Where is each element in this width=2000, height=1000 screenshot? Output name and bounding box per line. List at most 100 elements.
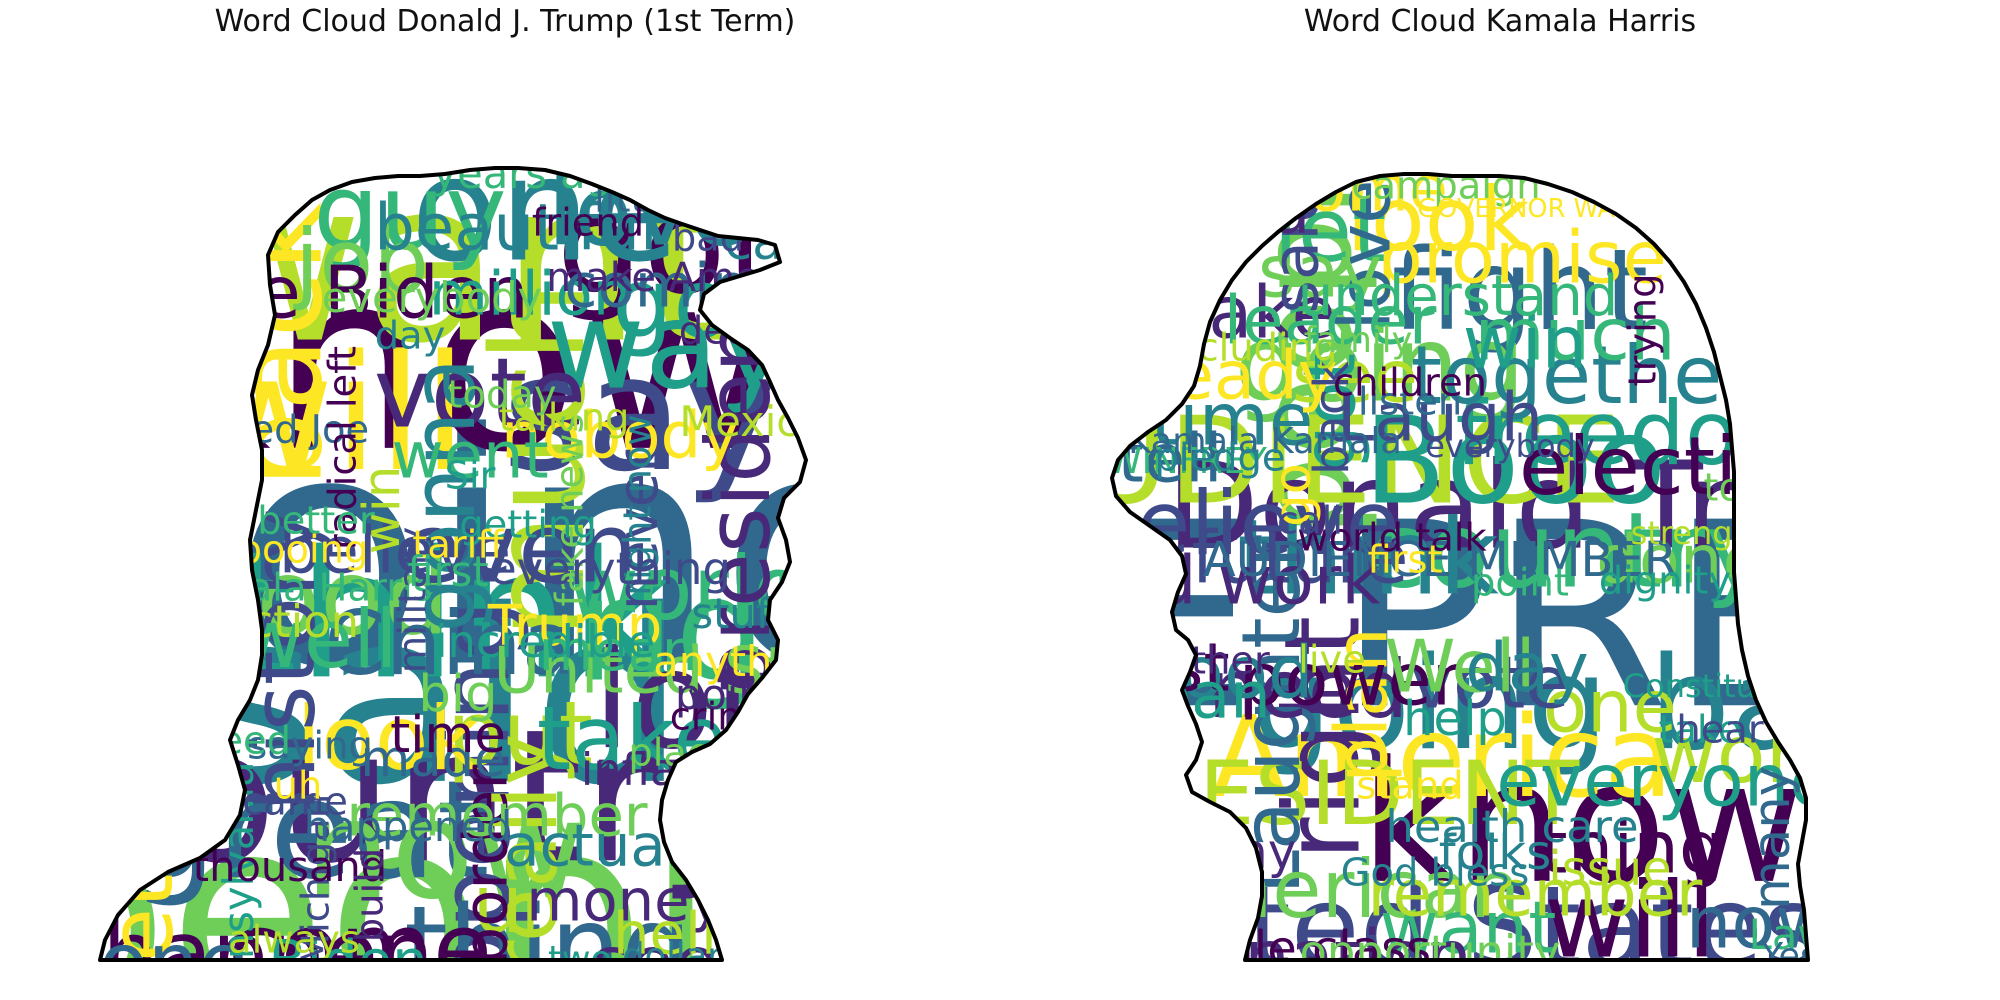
word: VICE PRESIDENT <box>1000 468 2000 766</box>
word: love <box>1323 180 1407 331</box>
panel-harris: Word Cloud Kamala Harris VICE PRESIDENTk… <box>1000 0 2000 1000</box>
word: folks <box>1439 825 1551 881</box>
word: issue <box>1548 841 1671 897</box>
word: beautiful <box>374 192 658 266</box>
word: win <box>1463 301 1588 385</box>
word: nation <box>1244 915 1472 999</box>
word: think <box>229 513 672 718</box>
word: say <box>1258 230 1382 314</box>
word: said <box>194 558 685 838</box>
word: think <box>1237 496 1499 618</box>
word: Well <box>1384 625 1535 709</box>
word: leader <box>1224 282 1437 360</box>
word: Booo <box>1364 393 1667 532</box>
word: dollar <box>622 936 722 977</box>
word: understand <box>1298 264 1619 329</box>
chart-title: Word Cloud Donald J. Trump (1st Term) <box>214 4 796 39</box>
word: Sir <box>445 454 496 499</box>
word: Laugh <box>1337 379 1543 457</box>
word: border <box>452 765 522 966</box>
word: million <box>429 260 632 330</box>
word: make America <box>546 255 834 301</box>
word: fight <box>1392 226 1649 356</box>
silhouette-outline <box>1110 172 1810 962</box>
word: see <box>592 921 718 1000</box>
word: getting <box>459 503 596 548</box>
word: GOVERNOR WALZ <box>1417 194 1646 224</box>
word: stand <box>1356 764 1463 809</box>
word: everything <box>489 542 731 595</box>
word: came <box>242 780 348 825</box>
word: day <box>1465 629 1589 707</box>
word: call <box>1277 499 1343 544</box>
word: right <box>1261 616 1383 860</box>
word: everybody <box>322 273 542 322</box>
wordcloud-harris: VICE PRESIDENTknowpeoplegoing backDonald… <box>1000 164 2000 999</box>
word: put <box>447 682 593 785</box>
word: really <box>474 733 577 976</box>
word: tariff <box>412 523 505 568</box>
word: help <box>1403 691 1507 747</box>
word: world <box>567 537 809 640</box>
word: friend <box>532 201 644 246</box>
word: America <box>1211 693 1673 823</box>
word: take <box>1658 708 1741 753</box>
word: Mexico <box>679 397 824 446</box>
word: will <box>1544 859 1716 981</box>
word: happened <box>304 802 513 851</box>
word: well <box>238 593 397 686</box>
word: win <box>352 466 412 555</box>
word: first <box>407 547 488 596</box>
word: Michigan <box>294 794 339 966</box>
word: today <box>447 373 556 418</box>
word: AUDIENCE MEMBER <box>1203 532 1677 588</box>
word: together <box>1411 329 1756 422</box>
chart-title: Word Cloud Kamala Harris <box>1303 4 1697 39</box>
word: day <box>375 314 446 359</box>
word: know <box>1360 725 1804 921</box>
word: hear <box>1676 708 1763 753</box>
word: campaign <box>1351 164 1540 209</box>
word: children <box>1333 361 1487 406</box>
silhouette-outline <box>98 166 808 962</box>
word: vote <box>1410 641 1569 725</box>
word: always <box>228 918 360 963</box>
word: mean <box>539 619 698 684</box>
word: two <box>548 939 612 980</box>
word: hell <box>613 901 717 968</box>
word: going <box>1235 303 1525 425</box>
word: need <box>195 719 291 764</box>
word: fake news <box>548 413 593 606</box>
panel-trump: Word Cloud Donald J. Trump (1st Term) go… <box>98 4 834 1000</box>
word: much <box>465 281 614 638</box>
word: go <box>1263 463 1323 527</box>
word: election <box>181 595 359 648</box>
word: look <box>1346 168 1529 271</box>
word: please <box>1112 931 1238 976</box>
word: Constitution <box>1623 667 1817 705</box>
word: strength <box>1631 514 1766 552</box>
word: booing <box>238 528 369 573</box>
word: thing <box>1539 806 1724 890</box>
word: now <box>1686 881 1835 965</box>
word: God bless <box>1341 851 1529 896</box>
word: point <box>1471 561 1569 606</box>
word: u <box>473 858 524 951</box>
word: future <box>1191 516 1408 600</box>
word: nobody <box>501 400 739 474</box>
word: thousand <box>193 842 387 891</box>
word: pledge <box>1154 436 1285 481</box>
word: big <box>418 664 497 724</box>
word: want <box>1380 886 1557 970</box>
word: happening <box>419 600 531 1000</box>
word: Kamala Kamala <box>1128 421 1402 462</box>
word: time <box>390 705 506 765</box>
word: mother <box>1130 639 1270 684</box>
word: going back <box>1251 630 1953 779</box>
word: got <box>1288 353 1372 471</box>
word: see <box>1292 335 1418 419</box>
word: happen <box>102 902 433 1000</box>
word: never <box>606 449 671 611</box>
word: everyone <box>1496 739 1833 823</box>
